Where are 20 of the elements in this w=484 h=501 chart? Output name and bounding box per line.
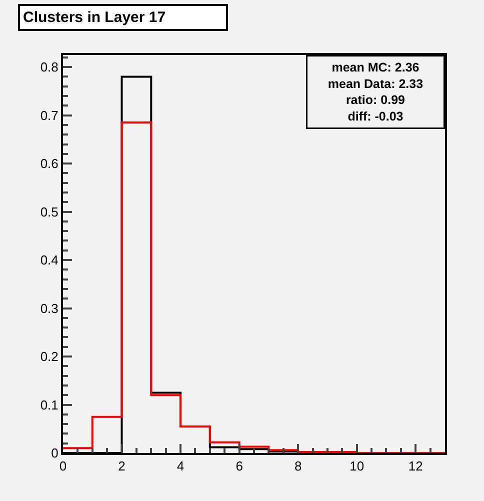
annotation: diff: -0.03 [348,109,404,124]
x-tick-label: 8 [294,458,302,474]
x-tick-label: 2 [118,458,126,474]
x-tick-label: 12 [408,458,423,474]
y-tick-label: 0.5 [40,204,58,220]
x-tick-label: 10 [350,458,364,474]
y-tick-label: 0.2 [40,349,58,364]
y-tick-label: 0.1 [40,397,58,412]
y-tick-label: 0.4 [40,252,58,268]
x-tick-label: 4 [176,458,184,474]
annotation: ratio: 0.99 [346,93,406,107]
y-tick-label: 0 [51,446,58,461]
chart-title: Clusters in Layer 17 [23,9,166,26]
x-tick-label: 6 [236,458,243,474]
annotation: mean MC: 2.36 [332,60,420,74]
y-tick-label: 0.7 [40,108,58,123]
annotation: mean Data: 2.33 [328,76,424,91]
y-tick-label: 0.6 [40,156,58,172]
y-tick-label: 0.3 [40,300,58,316]
y-tick-label: 0.8 [40,60,58,75]
